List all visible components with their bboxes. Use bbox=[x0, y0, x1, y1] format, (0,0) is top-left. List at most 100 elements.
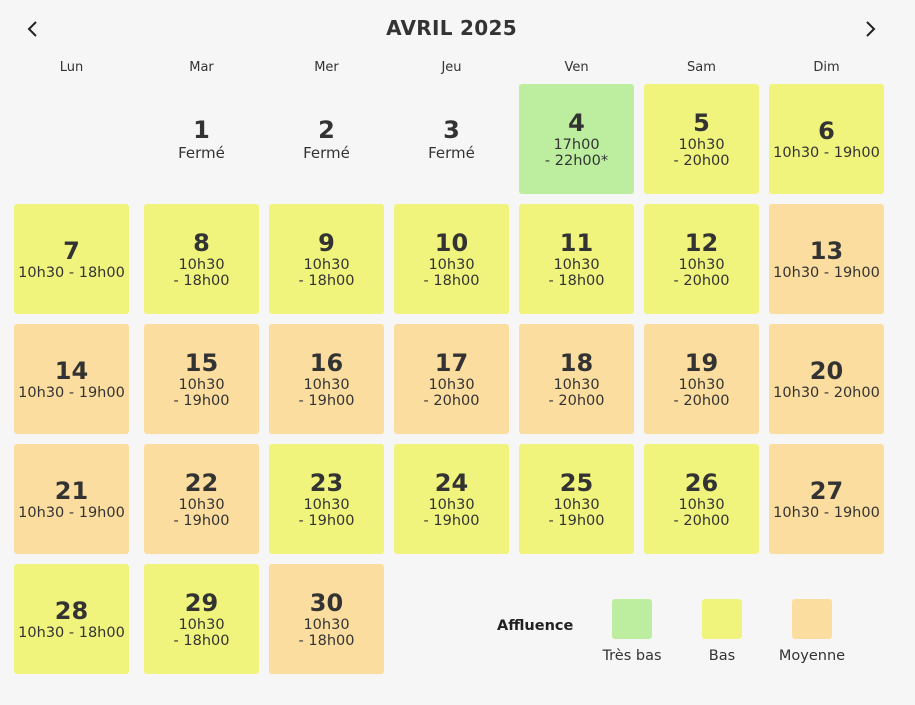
day-number: 24 bbox=[434, 469, 469, 497]
day-cell[interactable]: 19 10h30- 20h00 bbox=[644, 324, 759, 434]
legend-swatch bbox=[702, 599, 742, 639]
day-number: 15 bbox=[184, 349, 219, 377]
closing-hours: - 20h00 bbox=[423, 393, 480, 409]
day-cell[interactable]: 16 10h30- 19h00 bbox=[269, 324, 384, 434]
day-cell[interactable]: 25 10h30- 19h00 bbox=[519, 444, 634, 554]
day-cell[interactable]: 13 10h30 - 19h00 bbox=[769, 204, 884, 314]
prev-month-button[interactable] bbox=[18, 14, 48, 44]
day-number: 3 bbox=[443, 116, 460, 144]
legend-label: Moyenne bbox=[778, 648, 846, 664]
weekday-label: Ven bbox=[564, 60, 589, 75]
day-number: 30 bbox=[309, 589, 344, 617]
day-cell[interactable]: 26 10h30- 20h00 bbox=[644, 444, 759, 554]
day-number: 1 bbox=[193, 116, 210, 144]
closing-hours: - 20h00 bbox=[673, 153, 730, 169]
day-number: 6 bbox=[818, 117, 835, 145]
day-cell[interactable]: 30 10h30- 18h00 bbox=[269, 564, 384, 674]
closing-hours: - 20h00 bbox=[673, 393, 730, 409]
next-month-button[interactable] bbox=[855, 14, 885, 44]
month-title: AVRIL 2025 bbox=[386, 16, 517, 40]
opening-hours: 10h30 bbox=[178, 617, 225, 633]
closing-hours: - 18h00 bbox=[173, 273, 230, 289]
day-cell[interactable]: 21 10h30 - 19h00 bbox=[14, 444, 129, 554]
opening-hours: 10h30 - 20h00 bbox=[773, 385, 880, 401]
day-cell: 1 Fermé bbox=[144, 84, 259, 194]
closed-label: Fermé bbox=[303, 144, 350, 162]
legend-label: Bas bbox=[708, 648, 736, 664]
chevron-right-icon bbox=[866, 21, 876, 37]
chevron-left-icon bbox=[27, 21, 37, 37]
day-cell[interactable]: 20 10h30 - 20h00 bbox=[769, 324, 884, 434]
opening-hours: 10h30 - 19h00 bbox=[773, 265, 880, 281]
day-number: 20 bbox=[809, 357, 844, 385]
day-number: 4 bbox=[568, 109, 585, 137]
weekday-label: Lun bbox=[59, 60, 84, 75]
day-cell[interactable]: 6 10h30 - 19h00 bbox=[769, 84, 884, 194]
closing-hours: - 20h00 bbox=[673, 513, 730, 529]
day-cell[interactable]: 17 10h30- 20h00 bbox=[394, 324, 509, 434]
day-cell[interactable]: 15 10h30- 19h00 bbox=[144, 324, 259, 434]
opening-hours: 10h30 bbox=[678, 257, 725, 273]
opening-hours: 10h30 bbox=[553, 257, 600, 273]
day-cell[interactable]: 28 10h30 - 18h00 bbox=[14, 564, 129, 674]
closing-hours: - 18h00 bbox=[298, 633, 355, 649]
day-number: 2 bbox=[318, 116, 335, 144]
day-cell[interactable]: 9 10h30- 18h00 bbox=[269, 204, 384, 314]
day-cell[interactable]: 23 10h30- 19h00 bbox=[269, 444, 384, 554]
closing-hours: - 19h00 bbox=[173, 393, 230, 409]
legend-title: Affluence bbox=[497, 618, 574, 634]
day-cell[interactable]: 22 10h30- 19h00 bbox=[144, 444, 259, 554]
day-number: 27 bbox=[809, 477, 844, 505]
day-number: 14 bbox=[54, 357, 89, 385]
day-cell[interactable]: 5 10h30- 20h00 bbox=[644, 84, 759, 194]
legend-label: Très bas bbox=[602, 648, 662, 664]
closing-hours: - 19h00 bbox=[173, 513, 230, 529]
day-cell[interactable]: 7 10h30 - 18h00 bbox=[14, 204, 129, 314]
legend-swatch bbox=[792, 599, 832, 639]
day-cell[interactable]: 12 10h30- 20h00 bbox=[644, 204, 759, 314]
closing-hours: - 19h00 bbox=[298, 513, 355, 529]
day-number: 23 bbox=[309, 469, 344, 497]
closing-hours: - 20h00 bbox=[548, 393, 605, 409]
opening-hours: 10h30 bbox=[303, 257, 350, 273]
day-number: 18 bbox=[559, 349, 594, 377]
closing-hours: - 20h00 bbox=[673, 273, 730, 289]
opening-hours: 10h30 - 19h00 bbox=[18, 385, 125, 401]
day-number: 19 bbox=[684, 349, 719, 377]
opening-hours: 10h30 bbox=[678, 497, 725, 513]
day-cell: 2 Fermé bbox=[269, 84, 384, 194]
day-cell[interactable]: 8 10h30- 18h00 bbox=[144, 204, 259, 314]
day-number: 5 bbox=[693, 109, 710, 137]
day-number: 12 bbox=[684, 229, 719, 257]
day-number: 26 bbox=[684, 469, 719, 497]
closing-hours: - 18h00 bbox=[423, 273, 480, 289]
legend-swatch bbox=[612, 599, 652, 639]
day-number: 9 bbox=[318, 229, 335, 257]
closing-hours: - 18h00 bbox=[173, 633, 230, 649]
opening-hours: 10h30 bbox=[428, 257, 475, 273]
day-cell[interactable]: 14 10h30 - 19h00 bbox=[14, 324, 129, 434]
opening-hours: 10h30 bbox=[178, 377, 225, 393]
opening-hours: 10h30 bbox=[428, 377, 475, 393]
day-number: 28 bbox=[54, 597, 89, 625]
closing-hours: - 18h00 bbox=[548, 273, 605, 289]
opening-hours: 10h30 - 18h00 bbox=[18, 265, 125, 281]
day-number: 7 bbox=[63, 237, 80, 265]
closed-label: Fermé bbox=[178, 144, 225, 162]
opening-hours: 10h30 - 19h00 bbox=[773, 145, 880, 161]
opening-hours: 10h30 - 19h00 bbox=[18, 505, 125, 521]
opening-hours: 10h30 bbox=[553, 377, 600, 393]
opening-hours: 10h30 bbox=[678, 137, 725, 153]
closing-hours: - 18h00 bbox=[298, 273, 355, 289]
day-cell[interactable]: 29 10h30- 18h00 bbox=[144, 564, 259, 674]
day-cell[interactable]: 10 10h30- 18h00 bbox=[394, 204, 509, 314]
day-cell[interactable]: 27 10h30 - 19h00 bbox=[769, 444, 884, 554]
closing-hours: - 22h00* bbox=[544, 153, 609, 169]
day-cell[interactable]: 24 10h30- 19h00 bbox=[394, 444, 509, 554]
day-cell[interactable]: 4 17h00- 22h00* bbox=[519, 84, 634, 194]
day-number: 11 bbox=[559, 229, 594, 257]
opening-hours: 10h30 bbox=[303, 377, 350, 393]
day-number: 21 bbox=[54, 477, 89, 505]
day-cell[interactable]: 11 10h30- 18h00 bbox=[519, 204, 634, 314]
day-cell[interactable]: 18 10h30- 20h00 bbox=[519, 324, 634, 434]
